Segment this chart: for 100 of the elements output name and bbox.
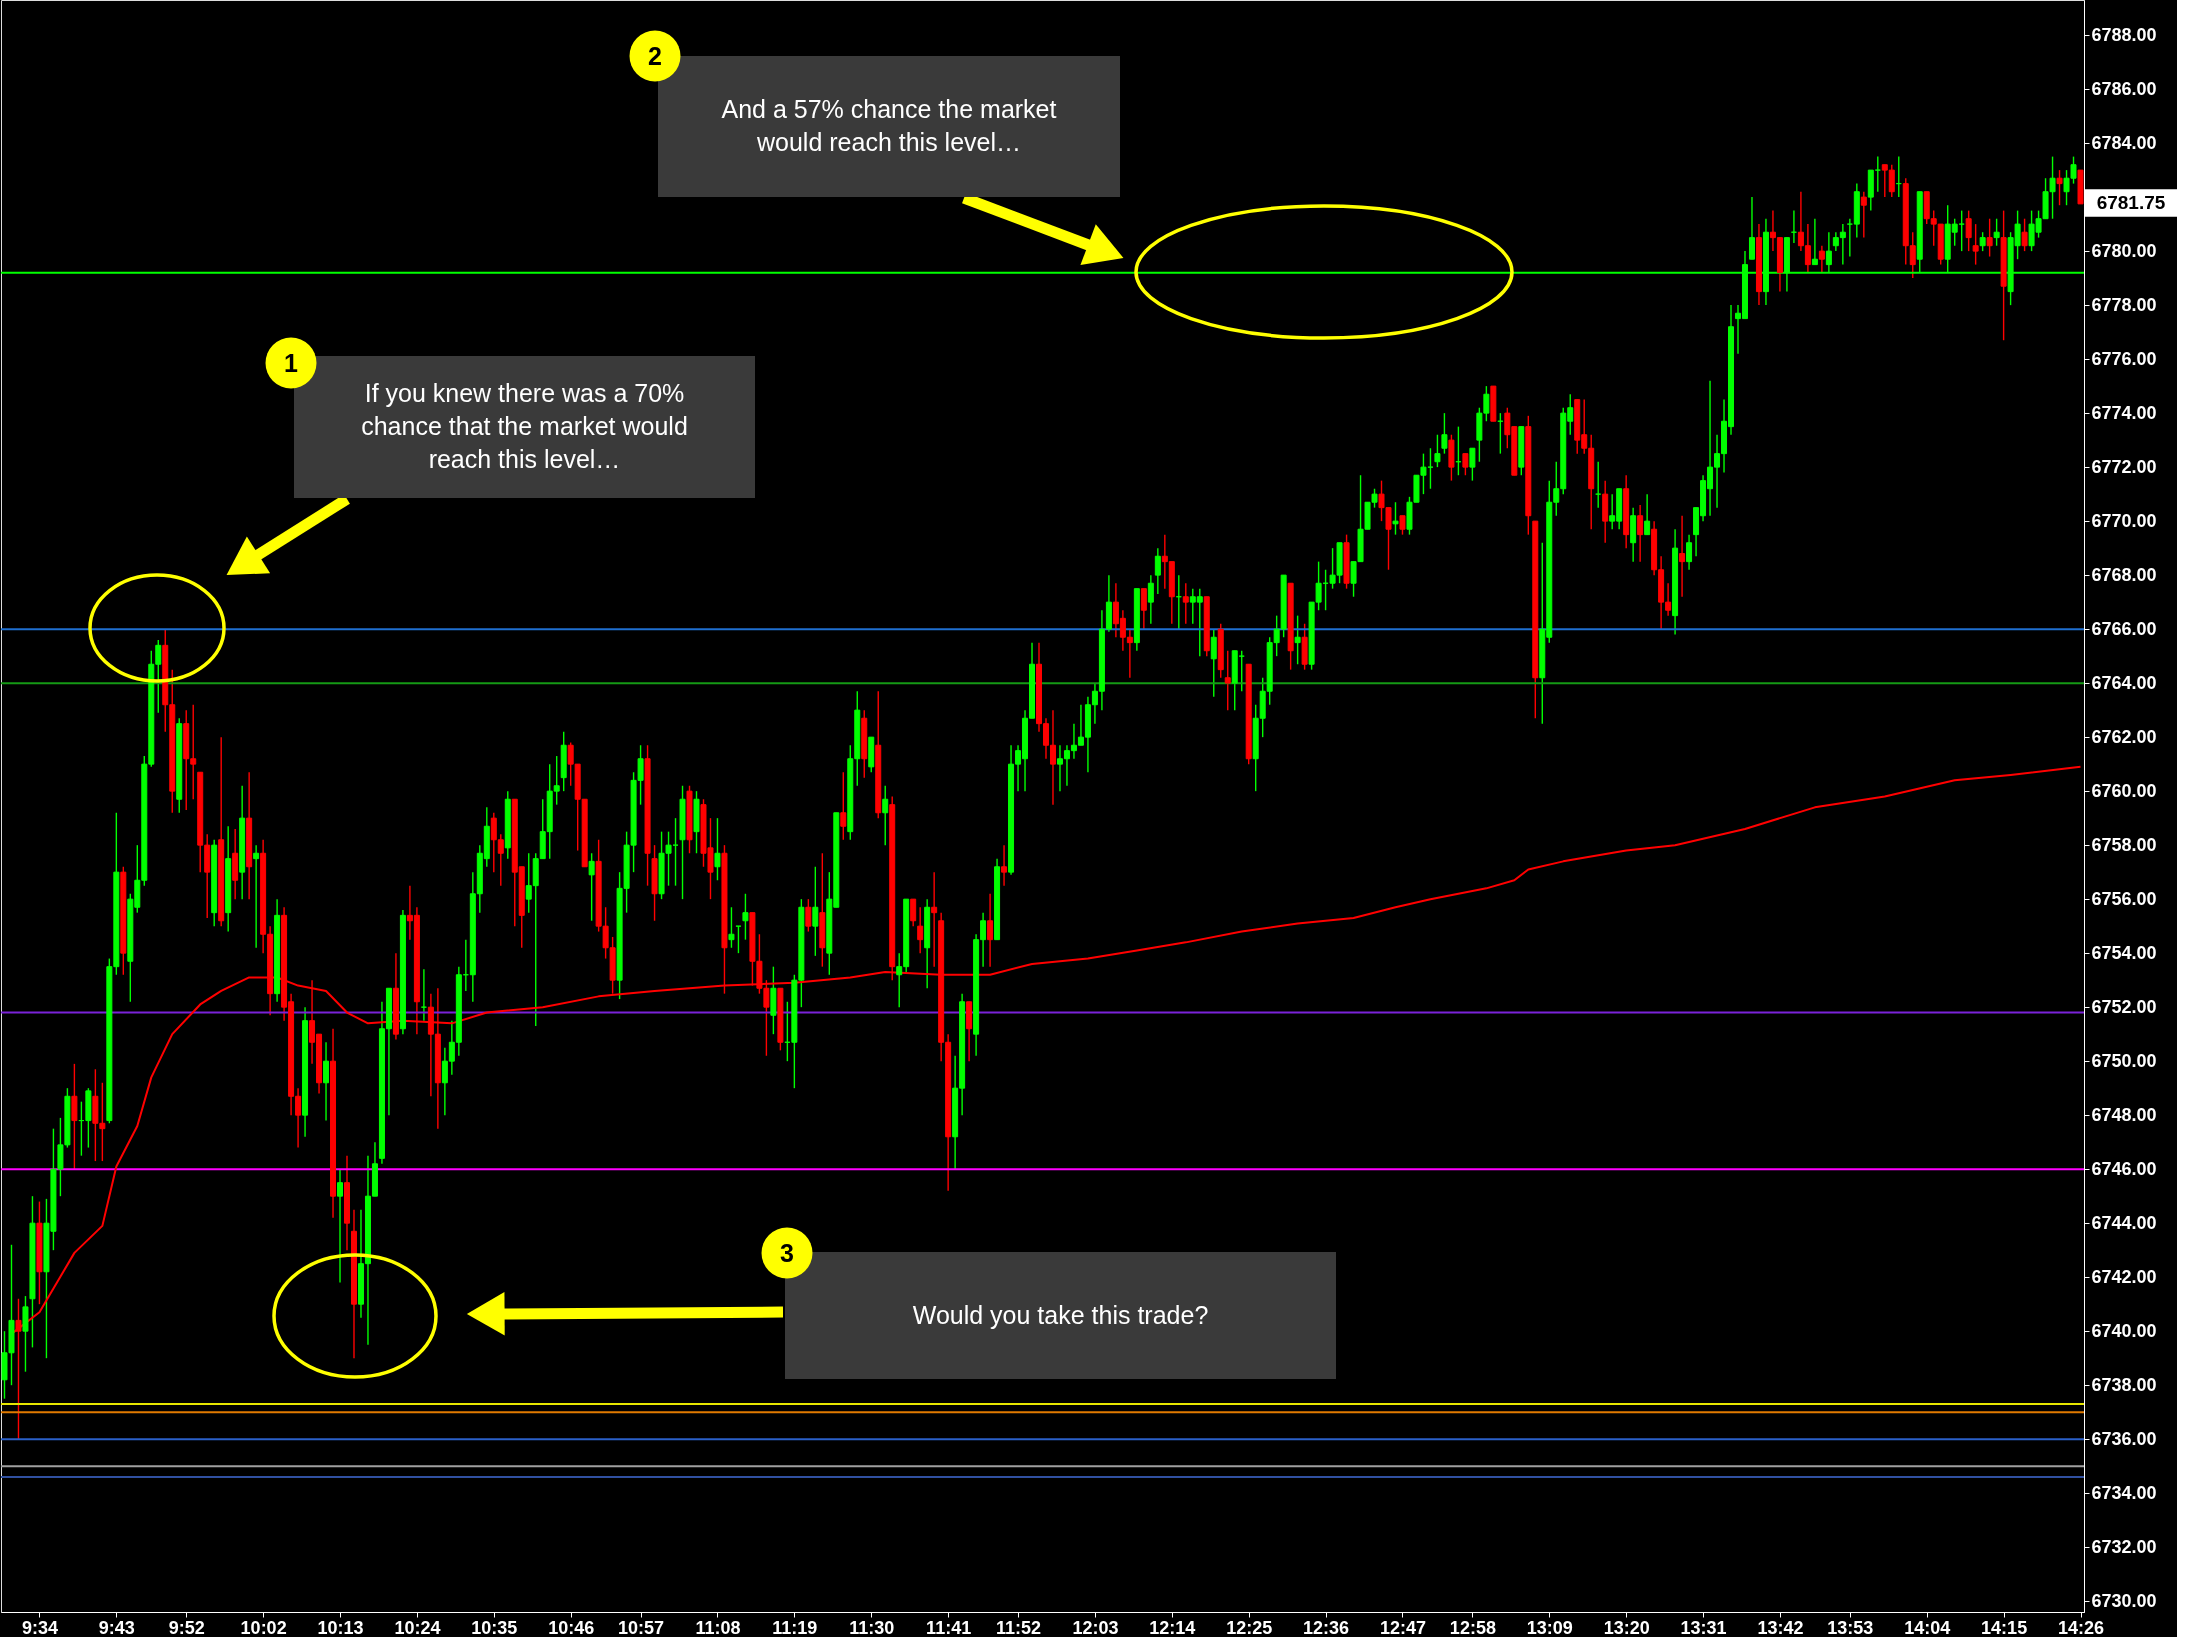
y-tick-label: 6730.00: [2091, 1590, 2157, 1611]
x-tick-label: 12:25: [1226, 1617, 1273, 1638]
x-tick-label: 10:02: [240, 1617, 287, 1638]
y-tick-label: 6786.00: [2091, 78, 2157, 99]
candlestick: [588, 852, 595, 922]
x-tick-label: 10:46: [548, 1617, 595, 1638]
candlestick: [1441, 412, 1448, 455]
candlestick: [1469, 447, 1476, 482]
candlestick: [1399, 515, 1406, 536]
candlestick: [742, 893, 749, 941]
y-tick-label: 6758.00: [2091, 834, 2157, 855]
annotation: 1: [284, 349, 299, 377]
candlestick: [1748, 196, 1755, 260]
x-tick-label: 12:14: [1149, 1617, 1196, 1638]
candlestick: [1637, 504, 1644, 563]
annotation: 2: [648, 42, 662, 70]
candlestick: [1154, 547, 1161, 595]
candlestick: [1965, 209, 1972, 252]
candlestick: [1392, 501, 1399, 536]
x-tick-label: 9:43: [98, 1617, 135, 1638]
x-tick-label: 10:13: [317, 1617, 364, 1638]
candlestick: [2021, 218, 2028, 252]
x-tick-label: 9:52: [168, 1617, 205, 1638]
candlestick: [910, 898, 917, 927]
x-tick-label: 10:24: [394, 1617, 441, 1638]
y-tick-label: 6762.00: [2091, 726, 2157, 747]
candlestick: [1147, 574, 1154, 625]
x-tick-label: 11:08: [695, 1617, 741, 1638]
y-tick-label: 6744.00: [2091, 1212, 2157, 1233]
x-tick-label: 12:58: [1449, 1617, 1496, 1638]
y-tick-label: 6784.00: [2091, 132, 2157, 153]
y-tick-label: 6742.00: [2091, 1266, 2157, 1287]
x-tick-label: 13:09: [1526, 1617, 1573, 1638]
y-tick-label: 6736.00: [2091, 1428, 2157, 1449]
candlestick: [1818, 245, 1825, 274]
candlestick: [1811, 218, 1818, 266]
candlestick: [1224, 650, 1231, 711]
y-tick-label: 6778.00: [2091, 294, 2157, 315]
candlestick: [253, 844, 260, 949]
candlestick: [1462, 452, 1469, 476]
candlestick: [917, 906, 924, 954]
x-tick-label: 11:52: [996, 1617, 1042, 1638]
candlestick: [337, 1168, 344, 1284]
y-tick-label: 6754.00: [2091, 942, 2157, 963]
candlestick: [1860, 191, 1867, 239]
text: 6781.75: [2096, 192, 2166, 213]
y-tick-label: 6752.00: [2091, 996, 2157, 1017]
candlestick: [1595, 461, 1602, 509]
y-tick-label: 6764.00: [2091, 672, 2157, 693]
y-tick-label: 6776.00: [2091, 348, 2157, 369]
x-tick-label: 12:47: [1379, 1617, 1427, 1638]
candlestick: [1972, 223, 1979, 266]
candlestick: [1182, 582, 1189, 625]
candlestick: [1686, 533, 1693, 571]
candlestick: [1986, 218, 1993, 258]
y-tick-label: 6788.00: [2091, 24, 2157, 45]
y-tick-label: 6760.00: [2091, 780, 2157, 801]
x-tick-label: 10:35: [471, 1617, 518, 1638]
x-tick-label: 12:03: [1072, 1617, 1119, 1638]
x-tick-label: 11:19: [772, 1617, 818, 1638]
candlestick: [1993, 218, 2000, 247]
y-tick-label: 6750.00: [2091, 1050, 2157, 1071]
candlestick: [1140, 587, 1147, 630]
x-tick-label: 13:20: [1603, 1617, 1650, 1638]
candlestick: [882, 785, 889, 846]
y-tick-label: 6746.00: [2091, 1158, 2157, 1179]
annotation: If you knew there was a 70% chance that the market would reach this level…: [361, 379, 688, 473]
candlestick: [1001, 844, 1008, 887]
candlestick: [805, 898, 812, 933]
candlestick: [931, 871, 938, 968]
x-tick-label: 10:57: [618, 1617, 665, 1638]
y-tick-label: 6768.00: [2091, 564, 2157, 585]
y-tick-label: 6772.00: [2091, 456, 2157, 477]
y-tick-label: 6732.00: [2091, 1536, 2157, 1557]
annotation: 3: [780, 1239, 794, 1267]
y-tick-label: 6774.00: [2091, 402, 2157, 423]
x-tick-label: 14:04: [1904, 1617, 1951, 1638]
y-tick-label: 6734.00: [2091, 1482, 2157, 1503]
candlestick: [1979, 231, 1986, 252]
candlestick: [714, 817, 721, 881]
candlestick: [1294, 614, 1301, 665]
y-tick-label: 6756.00: [2091, 888, 2157, 909]
candlestick: [323, 1041, 330, 1122]
candlestick: [812, 866, 819, 957]
y-tick-label: 6738.00: [2091, 1374, 2157, 1395]
candlestick: [1679, 515, 1686, 598]
candlestick: [1434, 434, 1441, 468]
y-tick-label: 6740.00: [2091, 1320, 2157, 1341]
candlestick: [1846, 218, 1853, 258]
x-tick-label: 9:34: [21, 1617, 58, 1638]
annotation: Would you take this trade?: [912, 1300, 1209, 1329]
annotation: And a 57% chance the market would reach this level…: [721, 95, 1057, 156]
candlestick: [1644, 493, 1651, 536]
y-tick-label: 6766.00: [2091, 618, 2157, 639]
candlestick: [728, 906, 735, 949]
x-tick-label: 12:36: [1303, 1617, 1350, 1638]
y-tick-label: 6770.00: [2091, 510, 2157, 531]
x-tick-label: 13:53: [1827, 1617, 1874, 1638]
candlestick: [15, 1298, 22, 1440]
x-tick-label: 11:30: [849, 1617, 895, 1638]
